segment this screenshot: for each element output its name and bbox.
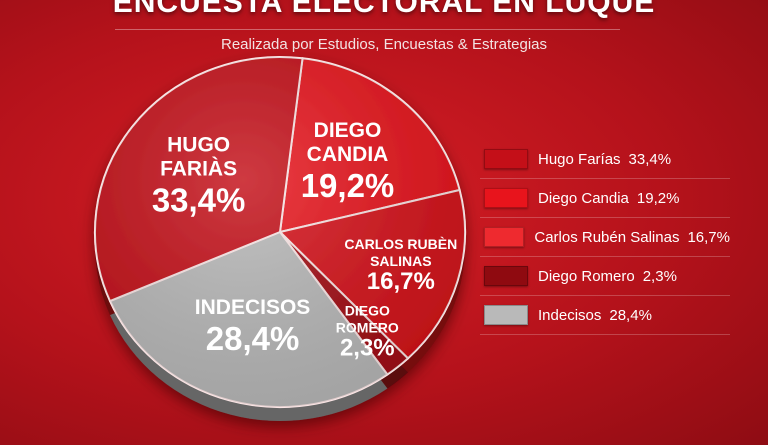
legend-name: Hugo Farías [538,150,621,168]
slice-name-label: ROMERO [336,319,399,335]
chart-title: ENCUESTA ELECTORAL EN LUQUE [112,0,656,19]
legend-item: Indecisos 28,4% [480,296,730,335]
slice-value-label: 33,4% [152,181,246,218]
slice-name-label: DIEGO [314,119,382,142]
legend-swatch [484,266,528,286]
legend-value: 33,4% [628,150,672,168]
legend-name: Carlos Rubén Salinas [534,228,680,246]
legend-swatch [484,227,525,247]
slice-value-label: 16,7% [367,268,435,295]
slice-name-label: CANDIA [307,143,389,166]
slice-value-label: 28,4% [206,320,300,357]
slice-name-label: CARLOS RUBÈN [344,236,457,252]
legend-name: Diego Candia [538,189,629,207]
legend-item: Hugo Farías 33,4% [480,140,730,179]
slice-name-label: INDECISOS [195,296,311,319]
legend-name: Indecisos [538,306,602,324]
legend-value: 19,2% [636,189,680,207]
legend-swatch [484,305,528,325]
slice-name-label: SALINAS [370,253,431,269]
legend-item: Carlos Rubén Salinas 16,7% [480,218,730,257]
legend-item: Diego Romero 2,3% [480,257,730,296]
legend-value: 28,4% [609,306,652,324]
slice-value-label: 2,3% [340,334,395,361]
slice-name-label: FARIÀS [160,157,237,180]
legend-swatch [484,149,528,169]
legend-value: 2,3% [642,267,677,285]
legend-item: Diego Candia 19,2% [480,179,730,218]
legend-value: 16,7% [687,228,730,246]
chart-subtitle: Realizada por Estudios, Encuestas & Estr… [220,36,547,53]
legend-swatch [484,188,528,208]
legend-name: Diego Romero [538,267,635,285]
slice-value-label: 19,2% [301,167,395,204]
title-divider [115,29,620,30]
slice-name-label: HUGO [167,133,230,156]
slice-name-label: DIEGO [345,302,390,318]
chart-legend: Hugo Farías 33,4% Diego Candia 19,2% Carlos … [480,140,730,335]
